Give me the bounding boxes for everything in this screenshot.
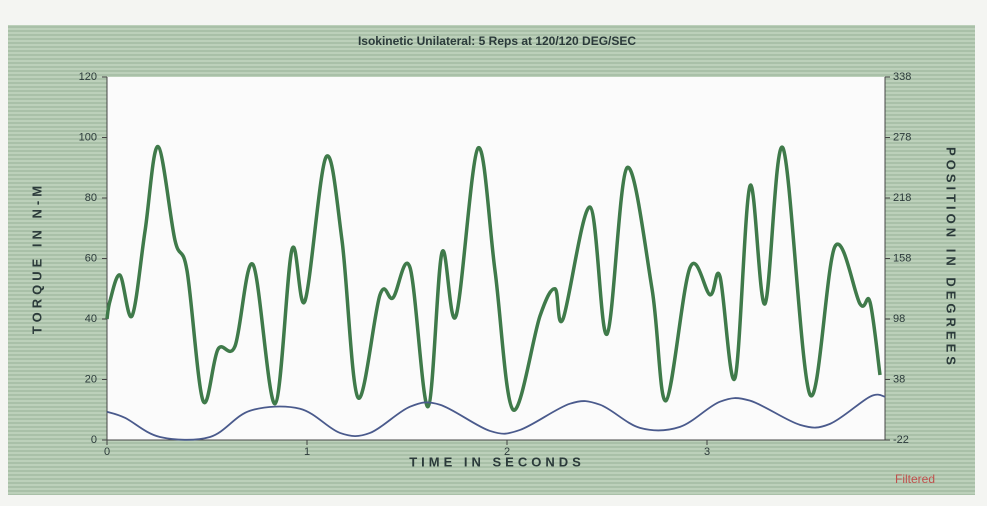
plot-area — [107, 77, 885, 440]
x-axis-label: TIME IN SECONDS — [409, 454, 585, 469]
y2-tick-label: -22 — [893, 434, 909, 446]
y2-tick-label: 98 — [893, 313, 905, 325]
y-tick-label: 60 — [85, 252, 97, 264]
series-line — [105, 144, 882, 412]
y2-tick-label: 38 — [893, 373, 905, 385]
y2-tick-label: 278 — [893, 131, 911, 143]
x-tick-label: 3 — [704, 446, 710, 458]
y2-axis-label: POSITION IN DEGREES — [944, 147, 959, 369]
series-line — [106, 393, 886, 441]
x-tick-label: 2 — [504, 446, 510, 458]
y-tick-label: 100 — [79, 131, 97, 143]
annotation: Filtered — [895, 472, 935, 486]
x-tick-label: 1 — [304, 446, 310, 458]
y-axis-label: TORQUE IN N-M — [29, 182, 44, 334]
y-tick-label: 0 — [91, 434, 97, 446]
y-tick-label: 20 — [85, 373, 97, 385]
y-tick-label: 120 — [79, 71, 97, 83]
y2-tick-label: 218 — [893, 192, 911, 204]
x-tick-label: 0 — [104, 446, 110, 458]
y-tick-label: 80 — [85, 192, 97, 204]
y2-tick-label: 338 — [893, 71, 911, 83]
y-tick-label: 40 — [85, 313, 97, 325]
chart-title: Isokinetic Unilateral: 5 Reps at 120/120… — [358, 34, 636, 48]
y2-tick-label: 158 — [893, 252, 911, 264]
